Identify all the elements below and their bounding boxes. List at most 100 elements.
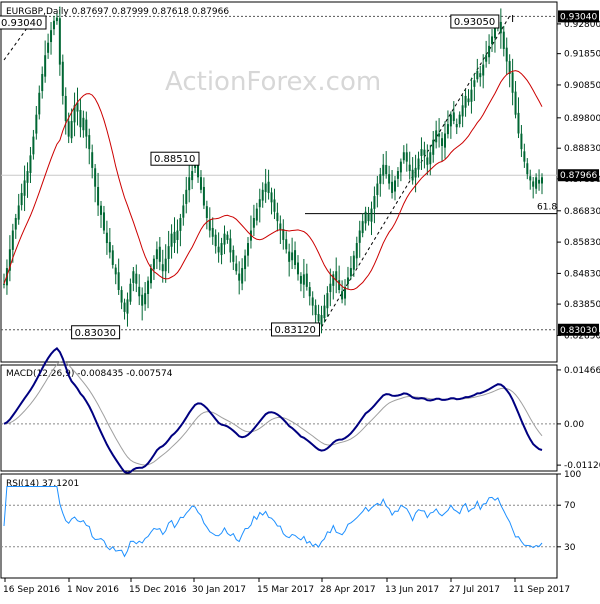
price-title: EURGBP,Daily 0.87697 0.87999 0.87618 0.8… bbox=[6, 7, 229, 17]
candle-body bbox=[211, 227, 214, 237]
candle-body bbox=[538, 179, 541, 184]
candle-body bbox=[288, 251, 291, 262]
candle-body bbox=[488, 45, 491, 58]
rsi-line bbox=[3, 486, 543, 558]
candle-body bbox=[47, 42, 50, 53]
candle-body bbox=[223, 233, 226, 245]
level-badge-label: 0.93040 bbox=[560, 12, 597, 22]
candle-body bbox=[100, 205, 103, 215]
macd-line bbox=[3, 347, 543, 475]
candle-body bbox=[85, 119, 88, 137]
fib-label: 61.8 bbox=[537, 203, 557, 213]
price-tick-label: 0.85830 bbox=[564, 238, 600, 248]
candle-body bbox=[470, 89, 473, 102]
candle-body bbox=[202, 186, 205, 206]
candle-body bbox=[317, 314, 320, 322]
price-tick-label: 0.84830 bbox=[564, 269, 600, 279]
candle-body bbox=[105, 232, 108, 244]
candle-body bbox=[135, 273, 138, 284]
candle-body bbox=[141, 294, 144, 306]
candle-body bbox=[55, 17, 58, 22]
price-tick-label: 0.89800 bbox=[564, 114, 600, 124]
candle-body bbox=[426, 157, 429, 165]
candle-body bbox=[414, 167, 417, 178]
candle-body bbox=[26, 171, 29, 183]
price-callout-box bbox=[0, 15, 47, 30]
candle-body bbox=[252, 218, 255, 228]
candle-body bbox=[482, 64, 485, 76]
x-tick-label: 1 Nov 2016 bbox=[67, 585, 119, 595]
candle-body bbox=[158, 246, 161, 262]
price-tick-label: 0.88830 bbox=[564, 144, 600, 154]
candle-body bbox=[117, 272, 120, 290]
candle-body bbox=[502, 31, 505, 49]
candle-body bbox=[29, 155, 32, 173]
candle-body bbox=[402, 152, 405, 161]
candle-body bbox=[349, 268, 352, 277]
candle-body bbox=[73, 105, 76, 123]
candle-body bbox=[155, 249, 158, 260]
candle-body bbox=[291, 252, 294, 261]
candle-body bbox=[355, 243, 358, 259]
price-tick-label: 0.82850 bbox=[564, 331, 600, 341]
candle-body bbox=[129, 283, 132, 302]
candle-body bbox=[517, 112, 520, 134]
candle-body bbox=[446, 124, 449, 135]
price-callout-box bbox=[71, 325, 121, 340]
watermark: ActionForex.com bbox=[165, 67, 381, 97]
price-callout-label: 0.83120 bbox=[275, 325, 316, 336]
candle-body bbox=[344, 286, 347, 299]
candle-body bbox=[399, 161, 402, 173]
candle-body bbox=[423, 149, 426, 156]
macd-title: MACD(12,26,9) -0.008435 -0.007574 bbox=[6, 369, 173, 379]
candle-body bbox=[23, 180, 26, 196]
candle-body bbox=[405, 152, 408, 162]
x-tick-label: 13 Jun 2017 bbox=[385, 585, 439, 595]
candle-body bbox=[97, 186, 100, 206]
candle-body bbox=[455, 123, 458, 128]
candle-body bbox=[535, 177, 538, 189]
candle-body bbox=[361, 221, 364, 234]
price-callout-label: 0.93040 bbox=[1, 18, 42, 29]
candle-body bbox=[299, 275, 302, 284]
candle-body bbox=[114, 267, 117, 275]
x-tick-label: 28 Apr 2017 bbox=[320, 585, 376, 595]
candle-body bbox=[147, 280, 150, 295]
price-callout-box bbox=[271, 322, 321, 337]
candle-body bbox=[335, 271, 338, 281]
candle-body bbox=[473, 80, 476, 87]
candle-body bbox=[132, 271, 135, 283]
x-tick-label: 11 Sep 2017 bbox=[513, 585, 570, 595]
candle-body bbox=[441, 138, 444, 146]
candle-body bbox=[64, 95, 67, 121]
level-badge bbox=[558, 10, 599, 23]
last-price-badge bbox=[558, 169, 599, 182]
x-axis: 16 Sep 2016 1 Nov 2016 15 Dec 2016 30 Jan 2… bbox=[3, 578, 570, 595]
candle-body bbox=[302, 274, 305, 285]
candle-body bbox=[94, 168, 97, 187]
candle-body bbox=[123, 302, 126, 312]
candle-body bbox=[38, 92, 41, 115]
candle-body bbox=[197, 163, 200, 178]
candle-body bbox=[273, 199, 276, 212]
candle-body bbox=[17, 205, 20, 220]
candle-body bbox=[238, 273, 241, 281]
candle-body bbox=[505, 47, 508, 62]
candle-body bbox=[41, 74, 44, 92]
candle-body bbox=[367, 214, 370, 222]
candle-body bbox=[382, 164, 385, 176]
candle-body bbox=[164, 258, 167, 272]
candle-body bbox=[320, 315, 323, 325]
candle-body bbox=[217, 246, 220, 253]
candle-body bbox=[44, 55, 47, 77]
candle-body bbox=[232, 249, 235, 262]
candle-body bbox=[346, 277, 349, 285]
candle-body bbox=[443, 133, 446, 148]
candle-body bbox=[170, 233, 173, 247]
moving-average-line bbox=[3, 70, 543, 291]
candle-body bbox=[176, 230, 179, 240]
candle-body bbox=[523, 151, 526, 162]
candle-body bbox=[388, 174, 391, 184]
candle-body bbox=[152, 258, 155, 270]
